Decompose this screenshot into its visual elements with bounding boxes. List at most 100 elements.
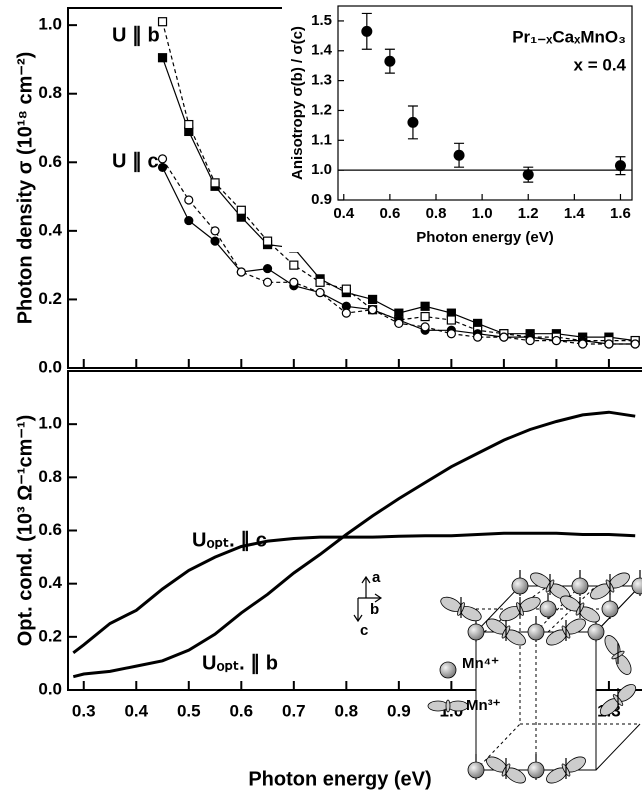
marker (157, 162, 168, 173)
marker (614, 160, 626, 172)
marker (446, 329, 456, 339)
marker (420, 322, 430, 332)
marker (210, 226, 220, 236)
arrow-head (361, 575, 371, 584)
marker (453, 149, 465, 161)
marker (522, 169, 534, 181)
y-tick-label: 1.0 (311, 161, 332, 178)
x-tick-label: 0.8 (426, 205, 447, 222)
y-tick-label: 1.2 (311, 101, 332, 118)
annotation: U ∥ b (112, 24, 160, 46)
mn3-atom (530, 572, 570, 600)
y-tick-label: 0.9 (311, 191, 332, 208)
marker (184, 215, 194, 226)
axis-label-b: b (370, 601, 379, 618)
x-tick-label: 1.2 (518, 205, 539, 222)
mn4-atom (467, 623, 485, 641)
y-tick-label: 0.2 (38, 289, 62, 308)
mn3-atom (499, 596, 541, 622)
marker (604, 339, 614, 349)
marker (157, 154, 168, 164)
marker (446, 315, 456, 325)
mn3-atom (599, 684, 637, 716)
x-tick-label: 0.9 (387, 701, 411, 720)
marker (262, 263, 273, 274)
y-tick-label: 0.4 (38, 220, 62, 239)
inset-panel: 0.9 1.0 1.1 1.2 1.3 1.4 1.5 0.4 0.6 0.8 1.0 1.2 1.4 1… (282, 0, 642, 252)
marker (315, 287, 325, 298)
axis-label-c: c (360, 622, 368, 639)
y-axis-label: Anisotropy σ(b) / σ(c) (289, 26, 306, 180)
marker (420, 301, 430, 311)
arrow-head (353, 614, 363, 623)
series-line (72, 410, 636, 679)
marker (184, 119, 194, 130)
marker (420, 311, 430, 322)
x-tick-label: 0.7 (282, 701, 306, 720)
marker (157, 53, 168, 63)
marker (289, 260, 299, 270)
y-tick-label: 0.0 (38, 679, 62, 698)
x-tick-label: 0.6 (229, 701, 253, 720)
annotation: Uₒₚₜ. ∥ b (202, 652, 278, 674)
marker (262, 277, 273, 287)
x-tick-label: 1.6 (610, 205, 631, 222)
mn4-atom (571, 577, 589, 595)
marker (394, 318, 404, 329)
marker (184, 195, 194, 205)
y-tick-label: 0.6 (38, 520, 62, 539)
x-tick-label: 0.3 (72, 701, 96, 720)
axis-label-a: a (372, 569, 381, 586)
series-line (72, 531, 636, 654)
marker (289, 277, 299, 287)
x-tick-label: 1.4 (564, 205, 586, 222)
marker (367, 305, 378, 315)
mn4-atom (631, 577, 642, 595)
y-tick-label: 1.4 (311, 42, 333, 59)
mn4-atom (527, 761, 545, 779)
box-edge (595, 723, 641, 771)
legend-mn3-icon (427, 699, 469, 713)
marker (236, 205, 246, 215)
marker (341, 284, 351, 294)
y-tick-label: 0.4 (38, 573, 62, 592)
x-tick-label: 0.4 (124, 701, 148, 720)
y-tick-label: 1.3 (311, 72, 332, 89)
legend-mn4-icon (439, 661, 457, 679)
y-tick-label: 0.0 (38, 357, 62, 376)
mn4-atom (539, 600, 557, 618)
axis-arrows (353, 575, 383, 623)
marker (210, 236, 220, 246)
marker (361, 25, 373, 37)
arrow-head (374, 593, 383, 603)
y-tick-label: 1.5 (311, 12, 332, 29)
chart-subtitle: x = 0.4 (574, 55, 627, 74)
mn3-atom (590, 572, 630, 600)
x-tick-label: 0.4 (333, 205, 355, 222)
marker (473, 332, 483, 342)
marker (367, 294, 378, 305)
plot-frame (337, 5, 633, 201)
x-tick-label: 1.0 (472, 205, 493, 222)
box-edge (547, 585, 597, 633)
marker (384, 55, 396, 67)
y-axis-label: Opt. cond. (10³ Ω⁻¹cm⁻¹) (14, 415, 36, 647)
mn4-atom (511, 577, 529, 595)
marker (551, 335, 561, 346)
top-panel: 0.0 0.2 0.4 0.6 0.8 1.0 U ∥ b U ∥ c Photon densi… (14, 7, 642, 376)
marker (262, 236, 273, 246)
marker (236, 267, 246, 277)
marker (630, 339, 640, 349)
y-axis-label: Photon density σ (10¹⁸ cm⁻²) (14, 52, 36, 325)
mn4-atom (527, 623, 545, 641)
x-tick-label: 0.6 (379, 205, 400, 222)
marker (578, 339, 588, 349)
marker (315, 277, 325, 287)
legend-mn4: Mn⁴⁺ (462, 655, 499, 672)
marker (499, 332, 509, 342)
y-tick-label: 0.8 (38, 467, 62, 486)
y-tick-label: 1.0 (38, 414, 62, 433)
y-tick-label: 0.2 (38, 626, 62, 645)
bottom-panel: 0.00.20.40.60.81.00.3 0.4 0.5 0.6 0.7 0.8 0.9 1… (14, 370, 642, 790)
